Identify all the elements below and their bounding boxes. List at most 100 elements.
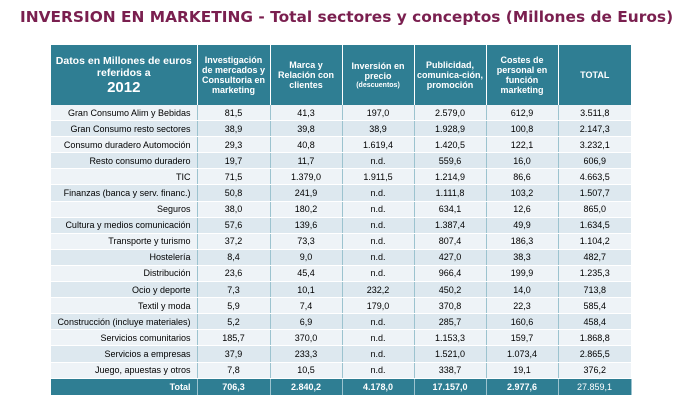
total-cell: 27.859,1 xyxy=(558,378,632,396)
table-cell: 29,3 xyxy=(197,136,271,154)
table-cell: 45,4 xyxy=(270,265,343,283)
table-cell: n.d. xyxy=(342,217,415,234)
table-cell: 197,0 xyxy=(342,105,415,122)
table-cell: 1.634,5 xyxy=(558,217,631,234)
table-cell: 4.663,5 xyxy=(558,168,631,186)
row-label: Hostelería xyxy=(51,249,198,266)
table-cell: 8,4 xyxy=(197,249,271,266)
total-cell: 706,3 xyxy=(197,378,271,396)
column-header: Inversión en precio (descuentos) xyxy=(342,45,415,105)
table-cell: 100,8 xyxy=(486,120,559,138)
table-cell: 39,8 xyxy=(270,120,343,138)
table-cell: 2.865,5 xyxy=(558,345,631,363)
table-cell: 7,4 xyxy=(270,297,343,315)
table-cell: 159,7 xyxy=(486,329,559,347)
table-cell: 585,4 xyxy=(558,297,631,315)
table-cell: 1.507,7 xyxy=(558,184,631,202)
total-row: Total 706,3 2.840,2 4.178,0 17.157,0 2.9… xyxy=(51,378,632,396)
table-cell: n.d. xyxy=(342,265,415,283)
table-row: Transporte y turismo 37,2 73,3 n.d. 807,4 186… xyxy=(51,233,631,250)
table-cell: 19,1 xyxy=(486,362,559,379)
row-label: Distribución xyxy=(51,265,198,283)
table-cell: 458,4 xyxy=(558,313,631,331)
table-cell: 450,2 xyxy=(414,281,487,299)
table-cell: n.d. xyxy=(342,345,415,363)
table-row: Distribución 23,6 45,4 n.d. 966,4 199,9 1.235,… xyxy=(51,265,631,283)
table-cell: 5,9 xyxy=(197,297,271,315)
table-row: Construcción (incluye materiales) 5,2 6,9 n… xyxy=(51,313,631,331)
table-cell: n.d. xyxy=(342,313,415,331)
table-cell: 9,0 xyxy=(270,249,343,266)
table-cell: 376,2 xyxy=(558,362,631,379)
row-label: Ocio y deporte xyxy=(51,281,198,299)
column-header: Investigación de mercados y Consultoria … xyxy=(197,45,271,105)
table-cell: 1.379,0 xyxy=(270,168,343,186)
table-row: TIC 71,5 1.379,0 1.911,5 1.214,9 86,6 4.663,5 xyxy=(51,168,631,186)
row-label: Consumo duradero Automoción xyxy=(51,136,198,154)
table-row: Hostelería 8,4 9,0 n.d. 427,0 38,3 482,7 xyxy=(51,249,631,266)
row-label: Construcción (incluye materiales) xyxy=(51,313,198,331)
table-cell: 10,5 xyxy=(270,362,343,379)
table-row: Seguros 38,0 180,2 n.d. 634,1 12,6 865,0 xyxy=(51,201,631,218)
column-header-label: Publicidad, comunica-ción, promoción xyxy=(416,60,483,90)
table-cell: 50,8 xyxy=(197,184,271,202)
column-header-sublabel: (descuentos) xyxy=(356,81,400,89)
table-cell: 38,3 xyxy=(486,249,559,266)
table-cell: 122,1 xyxy=(486,136,559,154)
column-header-label: Marca y Relación con clientes xyxy=(277,60,334,90)
table-cell: n.d. xyxy=(342,362,415,379)
table-body: Gran Consumo Alim y Bebidas 81,5 41,3 197,0… xyxy=(51,105,631,379)
table-cell: 3.232,1 xyxy=(558,136,631,154)
table-cell: 180,2 xyxy=(270,201,343,218)
column-header-label: Costes de personal en función marketing xyxy=(496,55,548,95)
table-row: Servicios a empresas 37,9 233,3 n.d. 1.521,0… xyxy=(51,345,631,363)
table-cell: n.d. xyxy=(342,233,415,250)
table-cell: 1.420,5 xyxy=(414,136,487,154)
table-cell: 1.521,0 xyxy=(414,345,487,363)
table-cell: 199,9 xyxy=(486,265,559,283)
table-row: Juego, apuestas y otros 7,8 10,5 n.d. 338,7 1… xyxy=(51,362,631,379)
table-cell: 1.911,5 xyxy=(342,168,415,186)
table-cell: 12,6 xyxy=(486,201,559,218)
column-header: Costes de personal en función marketing xyxy=(486,45,559,105)
table-cell: 1.387,4 xyxy=(414,217,487,234)
table-cell: 22,3 xyxy=(486,297,559,315)
table-row: Cultura y medios comunicación 57,6 139,6 n.… xyxy=(51,217,631,234)
table-cell: 49,9 xyxy=(486,217,559,234)
table-cell: 1.104,2 xyxy=(558,233,631,250)
column-header: TOTAL xyxy=(558,45,631,105)
table-cell: 482,7 xyxy=(558,249,631,266)
table-cell: 7,8 xyxy=(197,362,271,379)
table-cell: 186,3 xyxy=(486,233,559,250)
table-row: Gran Consumo resto sectores 38,9 39,8 38,9 1… xyxy=(51,120,631,138)
table-cell: 370,0 xyxy=(270,329,343,347)
table-cell: 81,5 xyxy=(197,105,271,122)
table-row: Finanzas (banca y serv. financ.) 50,8 241,… xyxy=(51,184,631,202)
column-header: Marca y Relación con clientes xyxy=(270,45,343,105)
table-cell: 865,0 xyxy=(558,201,631,218)
table-cell: 1.153,3 xyxy=(414,329,487,347)
table-cell: 338,7 xyxy=(414,362,487,379)
table-cell: 10,1 xyxy=(270,281,343,299)
header-corner: Datos en Millones de euros referidos a 2… xyxy=(51,45,198,105)
row-label: Servicios comunitarios xyxy=(51,329,198,347)
table-cell: 71,5 xyxy=(197,168,271,186)
table-row: Servicios comunitarios 185,7 370,0 n.d. 1.15… xyxy=(51,329,631,347)
table-cell: n.d. xyxy=(342,201,415,218)
table-row: Textil y moda 5,9 7,4 179,0 370,8 22,3 585,4 xyxy=(51,297,631,315)
table-cell: 1.235,3 xyxy=(558,265,631,283)
column-header: Publicidad, comunica-ción, promoción xyxy=(414,45,487,105)
table-cell: 185,7 xyxy=(197,329,271,347)
table-cell: 966,4 xyxy=(414,265,487,283)
total-cell: 4.178,0 xyxy=(342,378,415,396)
table-cell: 38,0 xyxy=(197,201,271,218)
column-header-label: Investigación de mercados y Consultoria … xyxy=(201,55,266,95)
table-cell: 19,7 xyxy=(197,152,271,170)
table-cell: 807,4 xyxy=(414,233,487,250)
table-cell: n.d. xyxy=(342,152,415,170)
row-label: Gran Consumo resto sectores xyxy=(51,120,198,138)
header-year: 2012 xyxy=(107,78,141,96)
table-cell: 612,9 xyxy=(486,105,559,122)
header-row: Datos en Millones de euros referidos a 2… xyxy=(51,45,631,105)
row-label: Servicios a empresas xyxy=(51,345,198,363)
